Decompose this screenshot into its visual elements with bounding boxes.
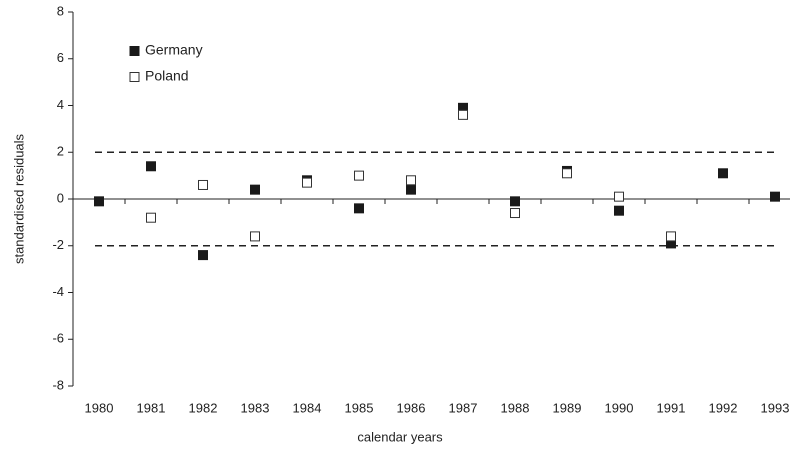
y-tick-label: 6 [57, 50, 64, 65]
x-tick-label: 1989 [553, 400, 582, 415]
x-tick-label: 1981 [137, 400, 166, 415]
x-tick-label: 1982 [189, 400, 218, 415]
marker [510, 196, 520, 207]
y-axis-label: standardised residuals [11, 133, 26, 264]
marker [614, 191, 624, 202]
marker [354, 203, 364, 214]
marker [562, 168, 572, 179]
x-tick-label: 1992 [709, 400, 738, 415]
y-tick-label: 2 [57, 144, 64, 159]
marker [770, 191, 780, 202]
y-tick-label: 8 [57, 3, 64, 18]
marker [406, 175, 416, 186]
x-tick-label: 1990 [605, 400, 634, 415]
y-tick-label: 4 [57, 97, 64, 112]
x-tick-label: 1991 [657, 400, 686, 415]
x-tick-label: 1980 [85, 400, 114, 415]
marker [718, 168, 728, 179]
x-tick-label: 1983 [241, 400, 270, 415]
marker [250, 231, 260, 242]
x-tick-label: 1993 [761, 400, 790, 415]
marker [510, 208, 520, 219]
marker [666, 231, 676, 242]
marker [94, 196, 104, 207]
x-tick-label: 1984 [293, 400, 322, 415]
y-tick-label: -8 [52, 377, 64, 392]
legend-label: Germany [145, 42, 203, 58]
marker [250, 184, 260, 195]
x-tick-label: 1988 [501, 400, 530, 415]
marker [146, 212, 156, 223]
x-tick-label: 1986 [397, 400, 426, 415]
marker [198, 179, 208, 190]
legend-marker [129, 46, 140, 56]
x-tick-label: 1987 [449, 400, 478, 415]
marker [458, 109, 468, 120]
marker [198, 250, 208, 261]
x-tick-label: 1985 [345, 400, 374, 415]
legend-marker [129, 72, 140, 82]
marker [146, 161, 156, 172]
y-tick-label: 0 [57, 190, 64, 205]
legend-label: Poland [145, 68, 189, 84]
marker [354, 170, 364, 181]
x-axis-label: calendar years [357, 429, 443, 444]
y-tick-label: -4 [52, 284, 64, 299]
marker [614, 205, 624, 216]
y-tick-label: -6 [52, 331, 64, 346]
marker [302, 177, 312, 188]
marker [406, 184, 416, 195]
y-tick-label: -2 [52, 237, 64, 252]
